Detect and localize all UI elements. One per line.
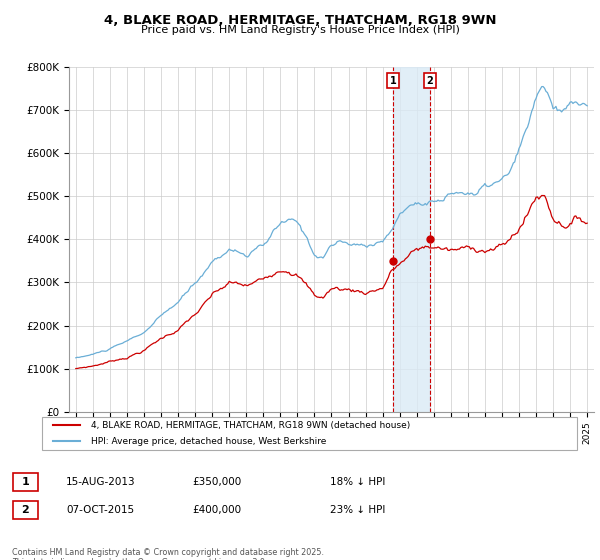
FancyBboxPatch shape (42, 417, 577, 450)
Text: Price paid vs. HM Land Registry's House Price Index (HPI): Price paid vs. HM Land Registry's House … (140, 25, 460, 35)
Text: 23% ↓ HPI: 23% ↓ HPI (330, 505, 385, 515)
Text: 1: 1 (390, 76, 397, 86)
Text: Contains HM Land Registry data © Crown copyright and database right 2025.
This d: Contains HM Land Registry data © Crown c… (12, 548, 324, 560)
FancyBboxPatch shape (13, 473, 38, 491)
Text: 15-AUG-2013: 15-AUG-2013 (66, 477, 136, 487)
FancyBboxPatch shape (13, 501, 38, 519)
Text: 07-OCT-2015: 07-OCT-2015 (66, 505, 134, 515)
Text: 18% ↓ HPI: 18% ↓ HPI (330, 477, 385, 487)
Text: 4, BLAKE ROAD, HERMITAGE, THATCHAM, RG18 9WN: 4, BLAKE ROAD, HERMITAGE, THATCHAM, RG18… (104, 14, 496, 27)
Text: £350,000: £350,000 (192, 477, 241, 487)
Text: 4, BLAKE ROAD, HERMITAGE, THATCHAM, RG18 9WN (detached house): 4, BLAKE ROAD, HERMITAGE, THATCHAM, RG18… (91, 421, 410, 430)
Bar (393, 67, 430, 412)
Text: £400,000: £400,000 (192, 505, 241, 515)
Text: 2: 2 (22, 505, 29, 515)
Text: HPI: Average price, detached house, West Berkshire: HPI: Average price, detached house, West… (91, 437, 326, 446)
Text: 1: 1 (22, 477, 29, 487)
Text: 2: 2 (427, 76, 433, 86)
